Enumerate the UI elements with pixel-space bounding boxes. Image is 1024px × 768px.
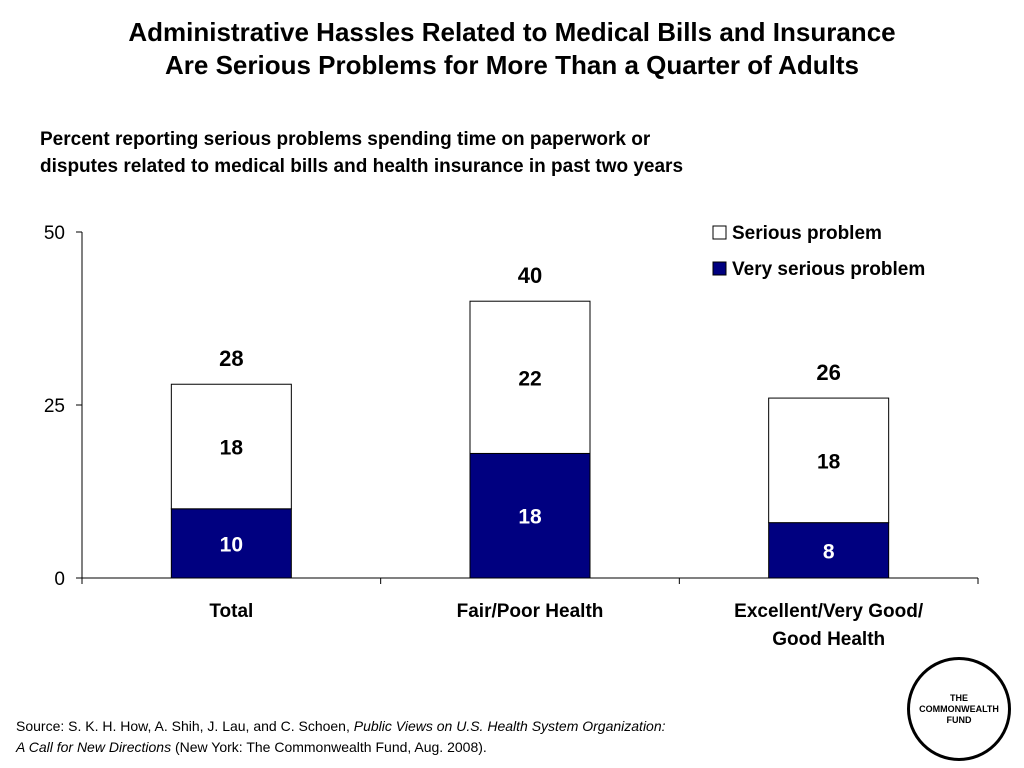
x-category-label: Fair/Poor Health <box>457 601 604 622</box>
data-label: 18 <box>518 506 542 529</box>
x-category-label: Good Health <box>772 629 885 650</box>
source-suffix: (New York: The Commonwealth Fund, Aug. 2… <box>171 739 487 755</box>
x-category-label: Total <box>209 601 253 622</box>
data-label: 22 <box>518 367 541 390</box>
legend-label: Serious problem <box>732 223 882 244</box>
legend-swatch <box>712 225 727 240</box>
bar-segment <box>768 397 890 524</box>
data-label: 10 <box>220 533 243 556</box>
source-title-part-2: A Call for New Directions <box>16 739 172 755</box>
source-title-part-1: Public Views on U.S. Health System Organ… <box>353 718 666 734</box>
data-label: 18 <box>817 450 841 473</box>
source-prefix: Source: S. K. H. How, A. Shih, J. Lau, a… <box>16 718 354 734</box>
chart-title: Administrative Hassles Related to Medica… <box>0 16 1024 82</box>
y-tick-label: 25 <box>44 396 65 417</box>
commonwealth-fund-logo: THE COMMONWEALTH FUND <box>907 657 1011 761</box>
x-category-label: Excellent/Very Good/ <box>734 601 924 622</box>
source-note: Source: S. K. H. How, A. Shih, J. Lau, a… <box>16 716 896 758</box>
bar-segment <box>170 383 292 510</box>
subtitle-line-1: Percent reporting serious problems spend… <box>40 129 651 150</box>
legend-swatch <box>712 261 727 276</box>
data-label: 8 <box>823 540 835 563</box>
chart-subtitle: Percent reporting serious problems spend… <box>40 126 860 180</box>
logo-line-1: THE <box>950 692 968 703</box>
total-label: 40 <box>518 263 542 288</box>
subtitle-line-2: disputes related to medical bills and he… <box>40 156 684 177</box>
bar-segment <box>469 300 591 454</box>
total-label: 26 <box>816 360 840 385</box>
y-tick-label: 0 <box>54 569 65 590</box>
total-label: 28 <box>219 346 243 371</box>
bar-segment <box>768 522 890 579</box>
data-label: 18 <box>220 437 244 460</box>
logo-line-2: COMMONWEALTH <box>919 703 999 714</box>
legend-label: Very serious problem <box>732 259 925 280</box>
bar-segment <box>469 452 591 579</box>
title-line-1: Administrative Hassles Related to Medica… <box>128 17 896 47</box>
y-tick-label: 50 <box>44 223 65 244</box>
title-line-2: Are Serious Problems for More Than a Qua… <box>165 50 859 80</box>
logo-line-3: FUND <box>946 714 972 725</box>
bar-segment <box>170 508 292 579</box>
